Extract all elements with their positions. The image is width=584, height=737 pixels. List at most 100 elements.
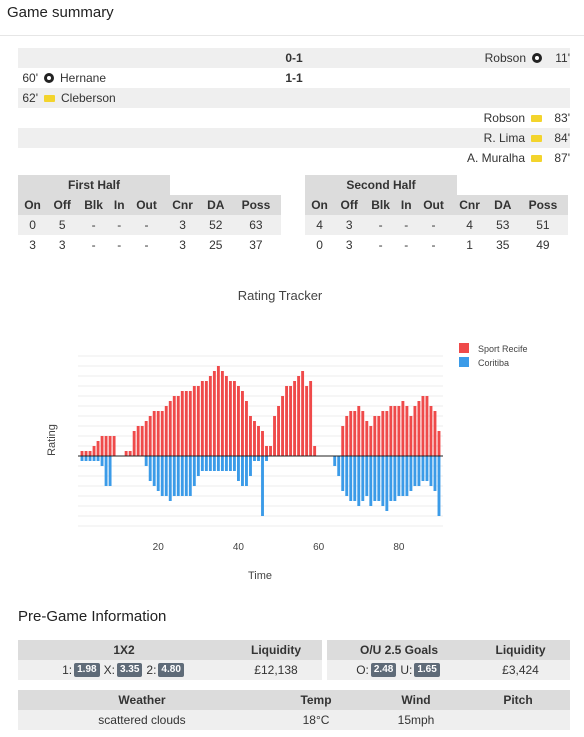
chart-bar[interactable]: [224, 456, 228, 471]
chart-bar[interactable]: [373, 456, 377, 501]
chart-bar[interactable]: [160, 456, 164, 496]
legend-label[interactable]: Sport Recife: [478, 344, 528, 354]
chart-bar[interactable]: [385, 456, 389, 511]
chart-bar[interactable]: [285, 386, 289, 456]
chart-bar[interactable]: [349, 456, 353, 501]
chart-bar[interactable]: [216, 456, 220, 471]
chart-bar[interactable]: [253, 456, 256, 461]
event-player[interactable]: R. Lima: [483, 131, 525, 145]
chart-bar[interactable]: [192, 456, 196, 486]
chart-bar[interactable]: [136, 426, 140, 456]
chart-bar[interactable]: [377, 456, 381, 501]
chart-bar[interactable]: [293, 381, 297, 456]
chart-bar[interactable]: [200, 381, 204, 456]
chart-bar[interactable]: [96, 441, 100, 456]
chart-bar[interactable]: [208, 456, 212, 471]
chart-bar[interactable]: [289, 386, 293, 456]
event-player[interactable]: Cleberson: [61, 91, 116, 105]
chart-bar[interactable]: [405, 406, 409, 456]
chart-bar[interactable]: [176, 456, 180, 496]
event-player[interactable]: Robson: [484, 51, 526, 65]
chart-bar[interactable]: [144, 456, 148, 466]
chart-bar[interactable]: [204, 456, 208, 471]
event-player[interactable]: A. Muralha: [466, 151, 525, 165]
chart-bar[interactable]: [265, 446, 268, 456]
chart-bar[interactable]: [88, 456, 92, 461]
chart-bar[interactable]: [381, 411, 385, 456]
chart-bar[interactable]: [333, 456, 337, 466]
chart-bar[interactable]: [100, 436, 104, 456]
chart-bar[interactable]: [104, 456, 108, 486]
chart-bar[interactable]: [257, 456, 260, 461]
chart-bar[interactable]: [168, 456, 172, 501]
chart-bar[interactable]: [180, 456, 184, 496]
chart-bar[interactable]: [156, 456, 160, 491]
chart-bar[interactable]: [216, 366, 220, 456]
chart-bar[interactable]: [184, 456, 188, 496]
chart-bar[interactable]: [401, 456, 405, 496]
chart-bar[interactable]: [220, 371, 224, 456]
legend-label[interactable]: Coritiba: [478, 358, 509, 368]
chart-bar[interactable]: [413, 406, 417, 456]
chart-bar[interactable]: [357, 456, 361, 506]
chart-bar[interactable]: [417, 456, 421, 486]
chart-bar[interactable]: [232, 456, 236, 471]
chart-bar[interactable]: [128, 451, 132, 456]
chart-bar[interactable]: [212, 371, 216, 456]
odds-badge[interactable]: 1.65: [414, 663, 440, 677]
chart-bar[interactable]: [228, 456, 232, 471]
chart-bar[interactable]: [437, 431, 441, 456]
chart-bar[interactable]: [249, 416, 252, 456]
chart-bar[interactable]: [100, 456, 104, 466]
chart-bar[interactable]: [92, 456, 96, 461]
chart-bar[interactable]: [200, 456, 204, 471]
chart-bar[interactable]: [369, 456, 373, 506]
chart-bar[interactable]: [237, 386, 240, 456]
chart-bar[interactable]: [168, 401, 172, 456]
chart-bar[interactable]: [176, 396, 180, 456]
chart-bar[interactable]: [401, 401, 405, 456]
chart-bar[interactable]: [277, 406, 280, 456]
chart-bar[interactable]: [377, 416, 381, 456]
chart-bar[interactable]: [164, 406, 168, 456]
chart-bar[interactable]: [84, 456, 88, 461]
chart-bar[interactable]: [132, 431, 136, 456]
chart-bar[interactable]: [349, 411, 353, 456]
chart-bar[interactable]: [96, 456, 100, 461]
chart-bar[interactable]: [357, 406, 361, 456]
odds-badge[interactable]: 4.80: [158, 663, 184, 677]
chart-bar[interactable]: [80, 451, 84, 456]
chart-bar[interactable]: [172, 456, 176, 496]
chart-bar[interactable]: [305, 386, 309, 456]
chart-bar[interactable]: [341, 456, 345, 491]
chart-bar[interactable]: [365, 421, 369, 456]
chart-bar[interactable]: [156, 411, 160, 456]
chart-bar[interactable]: [369, 426, 373, 456]
chart-bar[interactable]: [381, 456, 385, 506]
chart-bar[interactable]: [337, 456, 341, 476]
chart-bar[interactable]: [417, 401, 421, 456]
chart-bar[interactable]: [88, 451, 92, 456]
chart-bar[interactable]: [241, 391, 244, 456]
event-player[interactable]: Hernane: [60, 71, 107, 85]
chart-bar[interactable]: [389, 406, 393, 456]
chart-bar[interactable]: [245, 456, 248, 486]
chart-bar[interactable]: [409, 416, 413, 456]
chart-bar[interactable]: [413, 456, 417, 486]
chart-bar[interactable]: [188, 391, 192, 456]
odds-badge[interactable]: 1.98: [74, 663, 100, 677]
chart-bar[interactable]: [261, 431, 264, 456]
chart-bar[interactable]: [297, 376, 301, 456]
chart-bar[interactable]: [241, 456, 244, 486]
chart-bar[interactable]: [249, 456, 252, 476]
chart-bar[interactable]: [148, 456, 152, 481]
chart-bar[interactable]: [341, 426, 345, 456]
chart-bar[interactable]: [184, 391, 188, 456]
chart-bar[interactable]: [385, 411, 389, 456]
chart-bar[interactable]: [257, 426, 260, 456]
chart-bar[interactable]: [269, 446, 272, 456]
chart-bar[interactable]: [273, 416, 276, 456]
chart-bar[interactable]: [160, 411, 164, 456]
chart-bar[interactable]: [232, 381, 236, 456]
chart-bar[interactable]: [397, 456, 401, 496]
